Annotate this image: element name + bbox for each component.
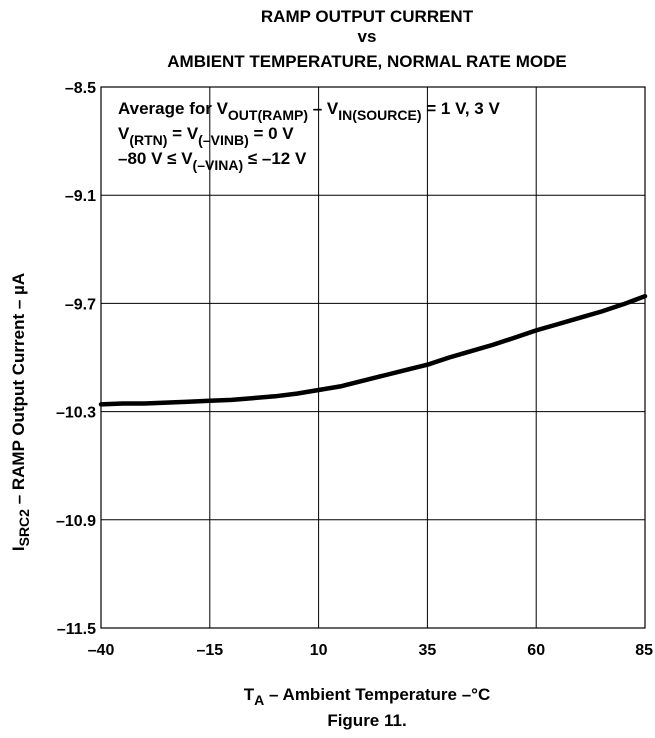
x-tick-label: –15 bbox=[196, 642, 223, 659]
x-tick-label: –40 bbox=[88, 642, 115, 659]
annotation-line-1: Average for VOUT(RAMP) – VIN(SOURCE) = 1… bbox=[118, 99, 500, 123]
x-tick-label: 85 bbox=[635, 642, 653, 659]
y-tick-label: –9.1 bbox=[65, 188, 96, 205]
y-axis-label: ISRC2 – RAMP Output Current – µA bbox=[9, 273, 32, 551]
y-tick-label: –10.9 bbox=[56, 513, 96, 530]
y-tick-label: –8.5 bbox=[65, 80, 96, 97]
chart-title-line-1: RAMP OUTPUT CURRENT bbox=[261, 7, 474, 26]
y-tick-labels: –8.5 –9.1 –9.7 –10.3 –10.9 –11.5 bbox=[56, 80, 96, 638]
annotation-line-2: V(RTN) = V(–VINB) = 0 V bbox=[118, 124, 294, 148]
y-tick-label: –9.7 bbox=[65, 296, 96, 313]
y-tick-label: –11.5 bbox=[57, 621, 96, 638]
chart-title-line-2: vs bbox=[358, 27, 377, 46]
x-axis-label: TA – Ambient Temperature –°C bbox=[244, 685, 490, 708]
plot-area-border bbox=[100, 86, 646, 629]
x-tick-label: 10 bbox=[310, 642, 328, 659]
figure-caption: Figure 11. bbox=[327, 711, 406, 730]
y-tick-label: –10.3 bbox=[56, 405, 96, 422]
series-layer bbox=[98, 293, 648, 407]
x-tick-labels: –40 –15 10 35 60 85 bbox=[88, 642, 653, 659]
grid bbox=[100, 86, 646, 629]
x-tick-label: 35 bbox=[419, 642, 437, 659]
series-line-0 bbox=[98, 293, 648, 407]
annotation-line-3: –80 V ≤ V(–VINA) ≤ –12 V bbox=[118, 149, 307, 173]
x-tick-label: 60 bbox=[527, 642, 545, 659]
chart-title-line-3: AMBIENT TEMPERATURE, NORMAL RATE MODE bbox=[167, 52, 567, 71]
